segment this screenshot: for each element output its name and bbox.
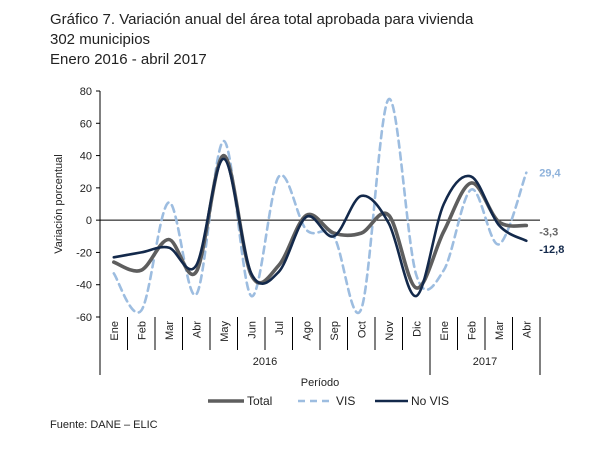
x-tick-label: Ene	[109, 321, 121, 341]
x-tick-label: Feb	[466, 321, 478, 340]
x-tick-label: Feb	[136, 321, 148, 340]
y-tick-label: 0	[86, 215, 92, 227]
x-tick-label: Jul	[274, 321, 286, 335]
y-tick-label: -20	[76, 247, 92, 259]
source-note: Fuente: DANE – ELIC	[50, 419, 158, 431]
x-tick-label: Abr	[521, 321, 533, 338]
legend-label-novis: No VIS	[411, 394, 449, 408]
end-label-novis: -12,8	[539, 244, 564, 256]
x-year-label: 2016	[253, 356, 277, 368]
y-tick-label: -40	[76, 280, 92, 292]
x-year-label: 2017	[473, 356, 497, 368]
y-tick-label: 80	[80, 86, 92, 98]
x-tick-label: Ene	[439, 321, 451, 341]
x-tick-label: Jun	[246, 321, 258, 339]
x-axis-title: Período	[301, 377, 340, 389]
y-tick-label: -60	[76, 312, 92, 324]
chart-subtitle-scope: 302 municipios	[50, 31, 151, 48]
x-tick-label: Oct	[356, 321, 368, 338]
y-tick-label: 40	[80, 151, 92, 163]
chart-subtitle-period: Enero 2016 - abril 2017	[50, 51, 207, 68]
x-tick-label: Abr	[191, 321, 203, 338]
end-label-total: -3,3	[539, 226, 558, 238]
series-line-novis	[112, 157, 528, 298]
y-tick-label: 60	[80, 118, 92, 130]
x-tick-label: Dic	[411, 321, 423, 337]
y-tick-label: 20	[80, 183, 92, 195]
y-axis-title: Variación porcentual	[53, 154, 65, 253]
chart-title: Gráfico 7. Variación anual del área tota…	[50, 11, 474, 28]
legend-label-total: Total	[247, 394, 272, 408]
x-tick-label: Ago	[301, 321, 313, 341]
end-label-vis: 29,4	[539, 168, 561, 180]
x-tick-label: Sep	[329, 321, 341, 341]
series-line-vis	[112, 97, 528, 314]
x-tick-label: May	[219, 321, 231, 342]
legend-label-vis: VIS	[336, 394, 355, 408]
series-line-total	[112, 153, 529, 290]
x-tick-label: Mar	[164, 321, 176, 340]
x-tick-label: Nov	[384, 321, 396, 341]
chart-title-block: Gráfico 7. Variación anual del área tota…	[50, 10, 473, 70]
x-tick-label: Mar	[494, 321, 506, 340]
